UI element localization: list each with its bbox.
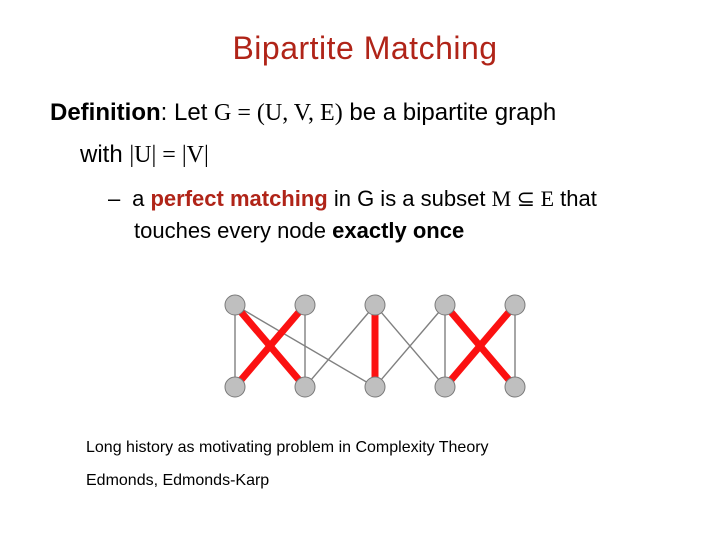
subpoint-text-4: touches every node xyxy=(134,218,332,243)
u-node-3 xyxy=(435,295,455,315)
subpoint-text-1: a xyxy=(126,186,150,211)
u-node-0 xyxy=(225,295,245,315)
subpoint-text-2: in G is a subset xyxy=(328,186,492,211)
slide: Bipartite Matching Definition: Let G = (… xyxy=(0,0,720,540)
v-node-2 xyxy=(365,377,385,397)
footnote-1: Long history as motivating problem in Co… xyxy=(86,431,489,465)
v-node-1 xyxy=(295,377,315,397)
subpoint-line-2: touches every node exactly once xyxy=(134,215,680,247)
bipartite-diagram-wrap xyxy=(50,283,680,413)
subpoint-line-1: – a perfect matching in G is a subset M … xyxy=(108,183,680,215)
definition-label: Definition xyxy=(50,99,161,126)
subpoint-math: M ⊆ E xyxy=(492,186,554,211)
u-node-2 xyxy=(365,295,385,315)
bipartite-diagram xyxy=(195,283,535,413)
dash-bullet: – xyxy=(108,183,126,215)
u-node-4 xyxy=(505,295,525,315)
perfect-matching-term: perfect matching xyxy=(150,186,327,211)
footnote-2: Edmonds, Edmonds-Karp xyxy=(86,464,489,498)
definition-line-2: with |U| = |V| xyxy=(80,137,680,173)
v-node-3 xyxy=(435,377,455,397)
slide-title: Bipartite Matching xyxy=(50,30,680,67)
definition-line-1: Definition: Let G = (U, V, E) be a bipar… xyxy=(50,95,680,131)
exactly-once-term: exactly once xyxy=(332,218,464,243)
u-node-1 xyxy=(295,295,315,315)
definition-math-1: G = (U, V, E) xyxy=(214,100,343,126)
definition-text-1: : Let xyxy=(161,99,214,126)
footnotes: Long history as motivating problem in Co… xyxy=(86,431,489,498)
definition-text-2: be a bipartite graph xyxy=(343,99,556,126)
v-node-4 xyxy=(505,377,525,397)
definition-math-2: |U| = |V| xyxy=(129,142,208,168)
subpoint-text-3: that xyxy=(554,186,597,211)
definition-text-3: with xyxy=(80,141,129,168)
v-node-0 xyxy=(225,377,245,397)
